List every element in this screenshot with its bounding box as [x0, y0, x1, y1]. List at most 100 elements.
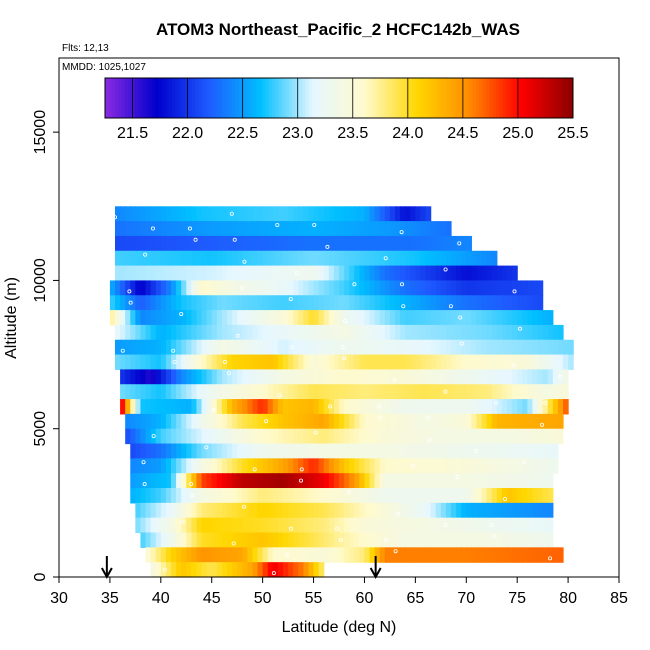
heatmap-cell: [435, 265, 442, 282]
heatmap-cell: [237, 488, 243, 504]
heatmap-cell: [491, 547, 498, 563]
heatmap-cell: [400, 428, 406, 445]
heatmap-cell: [364, 547, 371, 563]
heatmap-cell: [466, 428, 472, 445]
heatmap-cell: [206, 280, 213, 296]
heatmap-cell: [339, 280, 345, 296]
heatmap-cell: [517, 280, 523, 296]
heatmap-cell: [557, 354, 564, 370]
heatmap-cell: [568, 354, 574, 370]
heatmap-cell: [405, 532, 411, 548]
heatmap-cell: [359, 413, 366, 430]
heatmap-cell: [400, 295, 406, 311]
heatmap-cell: [547, 458, 554, 474]
heatmap-cell: [344, 413, 350, 430]
heatmap-cell: [339, 265, 345, 282]
sample-point: [503, 496, 508, 501]
heatmap-cell: [242, 265, 248, 282]
colorbar-segment: [128, 78, 133, 118]
heatmap-cell: [461, 488, 467, 504]
heatmap-cell: [186, 250, 192, 267]
heatmap-cell: [196, 473, 203, 489]
sample-point: [342, 356, 347, 361]
heatmap-cell: [308, 324, 315, 341]
heatmap-cell: [501, 488, 508, 504]
heatmap-cell: [160, 324, 167, 341]
heatmap-cell: [247, 235, 254, 252]
heatmap-cell: [374, 250, 381, 267]
heatmap-cell: [252, 354, 259, 370]
heatmap-cell: [242, 235, 248, 252]
heatmap-cell: [120, 250, 126, 267]
y-tick-label: 5000: [32, 411, 49, 447]
heatmap-cell: [293, 502, 299, 519]
heatmap-cell: [171, 354, 177, 370]
heatmap-cell: [501, 354, 508, 370]
heatmap-cell: [171, 310, 177, 326]
heatmap-cell: [445, 295, 452, 311]
heatmap-cell: [216, 413, 223, 430]
heatmap-cell: [364, 295, 371, 311]
colorbar-segment: [285, 78, 290, 118]
heatmap-cell: [135, 310, 142, 326]
heatmap-cell: [344, 517, 350, 534]
heatmap-cell: [267, 428, 274, 445]
x-tick-label: 30: [50, 590, 68, 607]
heatmap-cell: [120, 324, 126, 341]
heatmap-cell: [333, 369, 340, 385]
heatmap-cell: [496, 384, 503, 400]
sample-point: [325, 244, 330, 249]
heatmap-cell: [211, 235, 218, 252]
heatmap-cell: [323, 458, 330, 474]
heatmap-cell: [425, 547, 432, 563]
heatmap-cell: [359, 517, 366, 534]
heatmap-cell: [221, 547, 228, 563]
heatmap-cell: [527, 413, 534, 430]
heatmap-cell: [272, 295, 279, 311]
heatmap-cell: [277, 369, 284, 385]
sample-point: [312, 222, 317, 227]
heatmap-cell: [339, 547, 345, 563]
heatmap-cell: [507, 443, 513, 459]
heatmap-cell: [283, 235, 289, 252]
heatmap-cell: [165, 399, 172, 415]
heatmap-cell: [247, 399, 254, 415]
colorbar-segment: [395, 78, 400, 118]
heatmap-cell: [283, 310, 289, 326]
colorbar-segment: [265, 78, 270, 118]
heatmap-cell: [293, 295, 299, 311]
heatmap-cell: [339, 354, 345, 370]
heatmap-cell: [552, 339, 559, 356]
heatmap-cell: [145, 428, 152, 445]
heatmap-cell: [501, 384, 508, 400]
heatmap-cell: [216, 265, 223, 282]
heatmap-cell: [323, 354, 330, 370]
colorbar-segment: [499, 78, 504, 118]
sample-point: [127, 289, 132, 294]
sample-point: [401, 304, 406, 309]
sample-point: [290, 345, 295, 350]
heatmap-cell: [507, 384, 513, 400]
y-axis-label: Altitude (m): [3, 277, 20, 359]
heatmap-cell: [201, 354, 208, 370]
heatmap-cell: [522, 517, 528, 534]
sample-point: [235, 333, 240, 338]
heatmap-cell: [140, 339, 147, 356]
heatmap-cell: [227, 413, 233, 430]
heatmap-cell: [237, 458, 243, 474]
heatmap-cell: [389, 250, 396, 267]
heatmap-cell: [415, 384, 422, 400]
heatmap-cell: [277, 280, 284, 296]
heatmap-cell: [364, 324, 371, 341]
heatmap-cell: [364, 399, 371, 415]
heatmap-cell: [384, 324, 391, 341]
heatmap-cell: [420, 295, 427, 311]
heatmap-cell: [445, 221, 452, 237]
heatmap-cell: [303, 250, 310, 267]
heatmap-cell: [191, 502, 198, 519]
heatmap-cell: [155, 458, 162, 474]
heatmap-cell: [527, 547, 534, 563]
heatmap-cell: [344, 339, 350, 356]
heatmap-cell: [216, 428, 223, 445]
heatmap-cell: [445, 265, 452, 282]
